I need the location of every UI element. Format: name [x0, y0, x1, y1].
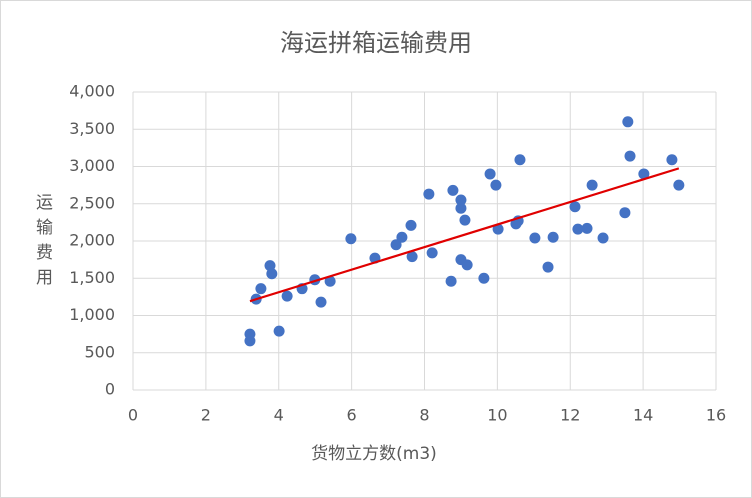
x-tick-label: 12: [560, 406, 580, 425]
point: [405, 219, 417, 231]
point: [478, 272, 490, 284]
y-tick-label: 4,000: [69, 82, 115, 101]
point: [390, 239, 402, 251]
point: [315, 296, 327, 308]
point: [455, 202, 467, 214]
point: [619, 207, 631, 219]
x-tick-label: 4: [274, 406, 284, 425]
point: [490, 179, 502, 191]
y-tick-label: 2,500: [69, 193, 115, 212]
y-axis-label: 运输费用: [32, 193, 53, 293]
point: [492, 223, 504, 235]
point: [396, 231, 408, 243]
point: [461, 259, 473, 271]
y-tick-label: 500: [84, 342, 115, 361]
point: [266, 268, 278, 280]
point: [581, 222, 593, 234]
point: [264, 260, 276, 272]
point: [572, 223, 584, 235]
point: [255, 283, 267, 295]
point: [622, 116, 634, 128]
chart-title: 海运拼箱运输费用: [280, 29, 472, 57]
point: [666, 154, 678, 166]
point: [597, 232, 609, 244]
point: [426, 247, 438, 259]
point: [484, 168, 496, 180]
trendline: [249, 167, 680, 303]
x-tick-label: 16: [706, 406, 726, 425]
point: [514, 154, 526, 166]
x-axis-label: 货物立方数(m3): [311, 444, 437, 464]
point: [281, 290, 293, 302]
y-tick-label: 1,500: [69, 268, 115, 287]
y-tick-label: 1,000: [69, 305, 115, 324]
point: [547, 231, 559, 243]
point: [569, 201, 581, 213]
point: [445, 275, 457, 287]
point: [423, 188, 435, 200]
y-tick-label: 0: [105, 380, 115, 399]
point: [447, 184, 459, 196]
point: [673, 179, 685, 191]
y-tick-label: 2,000: [69, 231, 115, 250]
x-tick-label: 8: [419, 406, 429, 425]
point: [345, 233, 357, 245]
point: [542, 261, 554, 273]
point: [455, 194, 467, 206]
point: [273, 325, 285, 337]
point: [529, 232, 541, 244]
x-tick-label: 14: [633, 406, 653, 425]
x-tick-label: 10: [487, 406, 507, 425]
y-tick-label: 3,000: [69, 156, 115, 175]
y-tick-label: 3,500: [69, 119, 115, 138]
x-tick-label: 2: [201, 406, 211, 425]
point: [459, 214, 471, 226]
point: [324, 275, 336, 287]
point: [624, 150, 636, 162]
point: [586, 179, 598, 191]
point: [638, 168, 650, 180]
x-tick-label: 0: [128, 406, 138, 425]
x-tick-label: 6: [347, 406, 357, 425]
point: [406, 251, 418, 263]
point: [244, 328, 256, 340]
